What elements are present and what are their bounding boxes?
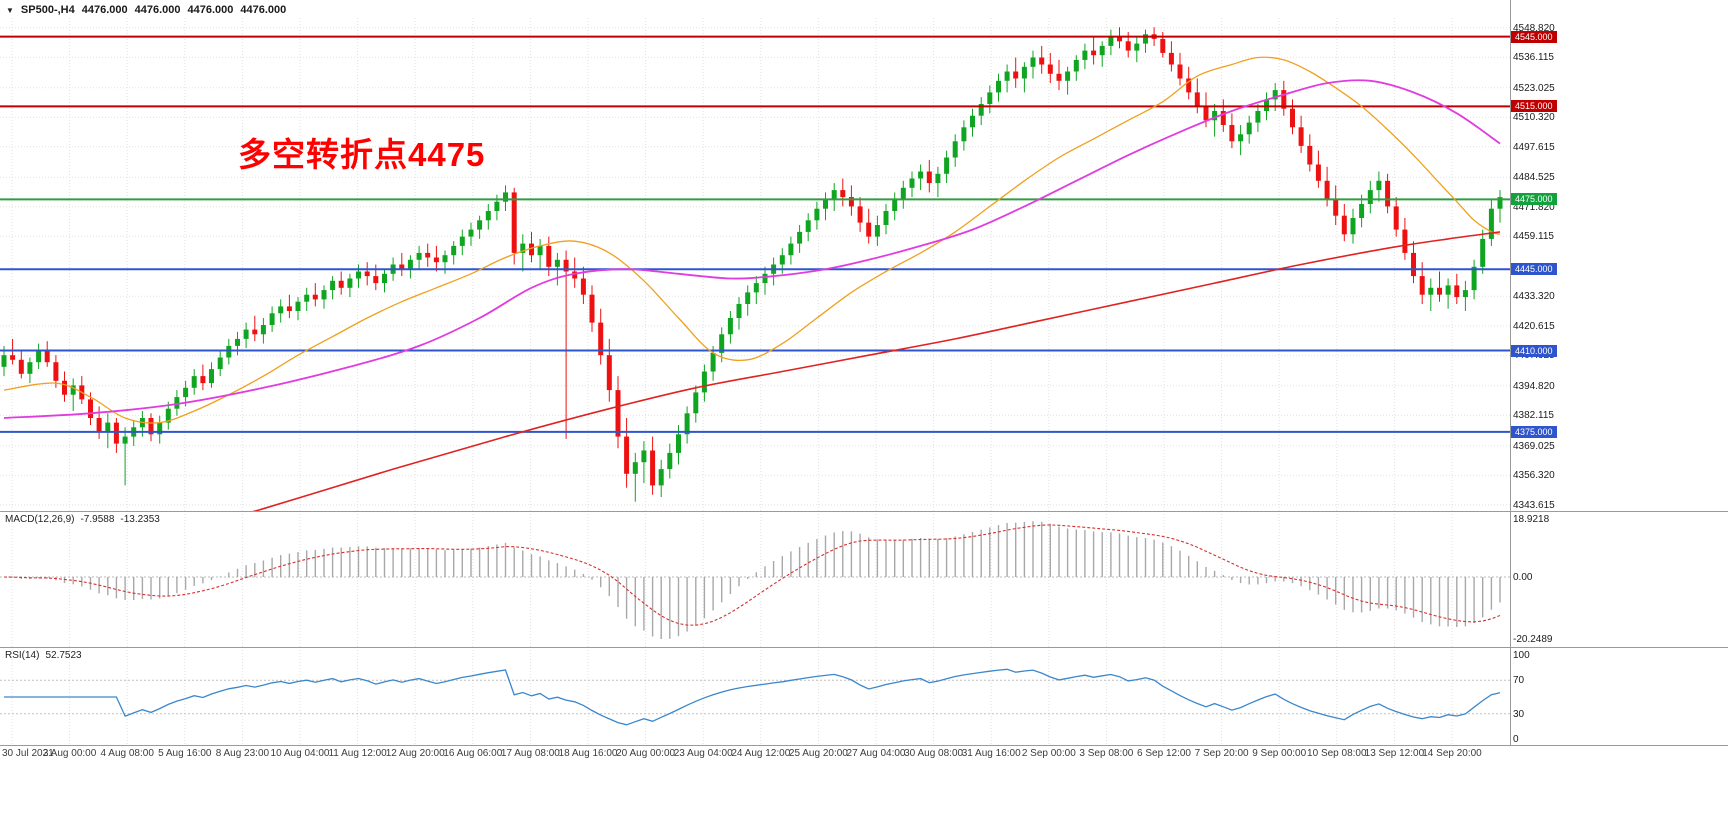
rsi-axis-label: 70	[1513, 675, 1525, 687]
price-badge: 4375.000	[1511, 425, 1557, 438]
ohlc-high-value: 4476.000	[134, 4, 181, 16]
time-axis-label: 2 Sep 00:00	[1021, 748, 1076, 759]
time-axis-label: 23 Aug 04:00	[673, 748, 733, 759]
macd-axis-max: 18.9218	[1513, 514, 1550, 525]
time-axis-label: 31 Aug 16:00	[961, 748, 1021, 759]
time-axis-label: 3 Aug 00:00	[42, 748, 97, 759]
price-tick-label: 4523.025	[1513, 82, 1555, 94]
ohlc-open-value: 4476.000	[81, 4, 128, 16]
time-axis-label: 13 Sep 12:00	[1364, 748, 1425, 759]
rsi-axis-label: 100	[1513, 650, 1530, 661]
time-axis-label: 18 Aug 16:00	[558, 748, 618, 759]
price-tick-label: 4394.820	[1513, 380, 1555, 392]
time-axis-label: 5 Aug 16:00	[158, 748, 212, 759]
price-tick-label: 4382.115	[1513, 410, 1554, 422]
price-badge: 4475.000	[1511, 193, 1557, 206]
time-axis-label: 8 Aug 23:00	[215, 748, 270, 759]
annotation-text[interactable]: 多空转折点4475	[238, 136, 486, 173]
macd-value-signal: -13.2353	[120, 514, 160, 525]
price-tick-label: 4471.820	[1513, 201, 1555, 213]
macd-value-main: -7.9588	[80, 514, 115, 525]
price-axis-border	[1510, 0, 1511, 745]
time-axis-label: 17 Aug 08:00	[500, 748, 560, 759]
ohlc-low-value: 4476.000	[187, 4, 234, 16]
price-tick-label: 4459.115	[1513, 231, 1554, 243]
time-axis-label: 4 Aug 08:00	[100, 748, 154, 759]
rsi-name: RSI(14)	[5, 650, 40, 661]
time-axis-label: 10 Sep 08:00	[1307, 748, 1367, 759]
price-tick-label: 4548.820	[1513, 22, 1555, 34]
price-tick-label: 4343.615	[1513, 499, 1555, 511]
price-tick-label: 4433.320	[1513, 291, 1555, 303]
price-badge: 4515.000	[1511, 100, 1557, 113]
price-badge: 4545.000	[1511, 30, 1557, 43]
time-axis-label: 30 Jul 2021	[2, 748, 54, 759]
time-axis-label: 7 Sep 20:00	[1194, 748, 1249, 759]
macd-panel[interactable]	[0, 511, 1510, 647]
macd-axis-zero: 0.00	[1513, 572, 1533, 583]
time-axis-label: 3 Sep 08:00	[1079, 748, 1134, 759]
panel-separator[interactable]	[0, 745, 1728, 746]
rsi-axis-label: 30	[1513, 708, 1525, 720]
time-axis-label: 16 Aug 06:00	[443, 748, 503, 759]
main-chart-panel[interactable]	[0, 0, 1510, 511]
price-tick-label: 4510.320	[1513, 112, 1555, 124]
price-tick-label: 4484.525	[1513, 172, 1555, 184]
price-tick-label: 4536.115	[1513, 52, 1554, 64]
price-badge: 4410.000	[1511, 344, 1557, 357]
symbol-timeframe-label: SP500-,H4	[20, 4, 75, 16]
price-tick-label: 4369.025	[1513, 440, 1555, 452]
panel-separator[interactable]	[0, 647, 1728, 648]
time-axis-label: 6 Sep 12:00	[1137, 748, 1191, 759]
time-axis-label: 20 Aug 00:00	[616, 748, 676, 759]
ohlc-close-value: 4476.000	[240, 4, 287, 16]
time-axis-label: 25 Aug 20:00	[788, 748, 848, 759]
time-axis-label: 30 Aug 08:00	[904, 748, 964, 759]
rsi-panel[interactable]	[0, 647, 1510, 745]
rsi-indicator-label: RSI(14) 52.7523	[5, 650, 82, 661]
chart-title-bar: ▼ SP500-,H4 4476.000 4476.000 4476.000 4…	[6, 4, 286, 16]
time-axis-label: 14 Sep 20:00	[1422, 748, 1482, 759]
time-axis-label: 27 Aug 04:00	[846, 748, 906, 759]
symbol-dropdown-icon[interactable]: ▼	[6, 5, 14, 15]
price-badge: 4445.000	[1511, 263, 1557, 276]
time-axis-label: 10 Aug 04:00	[270, 748, 330, 759]
price-tick-label: 4420.615	[1513, 320, 1555, 332]
panel-separator[interactable]	[0, 511, 1728, 512]
macd-indicator-label: MACD(12,26,9) -7.9588 -13.2353	[5, 514, 160, 525]
time-axis-label: 24 Aug 12:00	[731, 748, 791, 759]
price-tick-label: 4497.615	[1513, 141, 1555, 153]
rsi-axis-label: 0	[1513, 734, 1519, 745]
time-axis-label: 12 Aug 20:00	[385, 748, 445, 759]
macd-axis-min: -20.2489	[1513, 634, 1553, 645]
price-tick-label: 4356.320	[1513, 470, 1555, 482]
time-axis-label: 9 Sep 00:00	[1252, 748, 1307, 759]
time-axis-label: 11 Aug 12:00	[328, 748, 387, 759]
rsi-value: 52.7523	[45, 650, 82, 661]
macd-name: MACD(12,26,9)	[5, 514, 75, 525]
